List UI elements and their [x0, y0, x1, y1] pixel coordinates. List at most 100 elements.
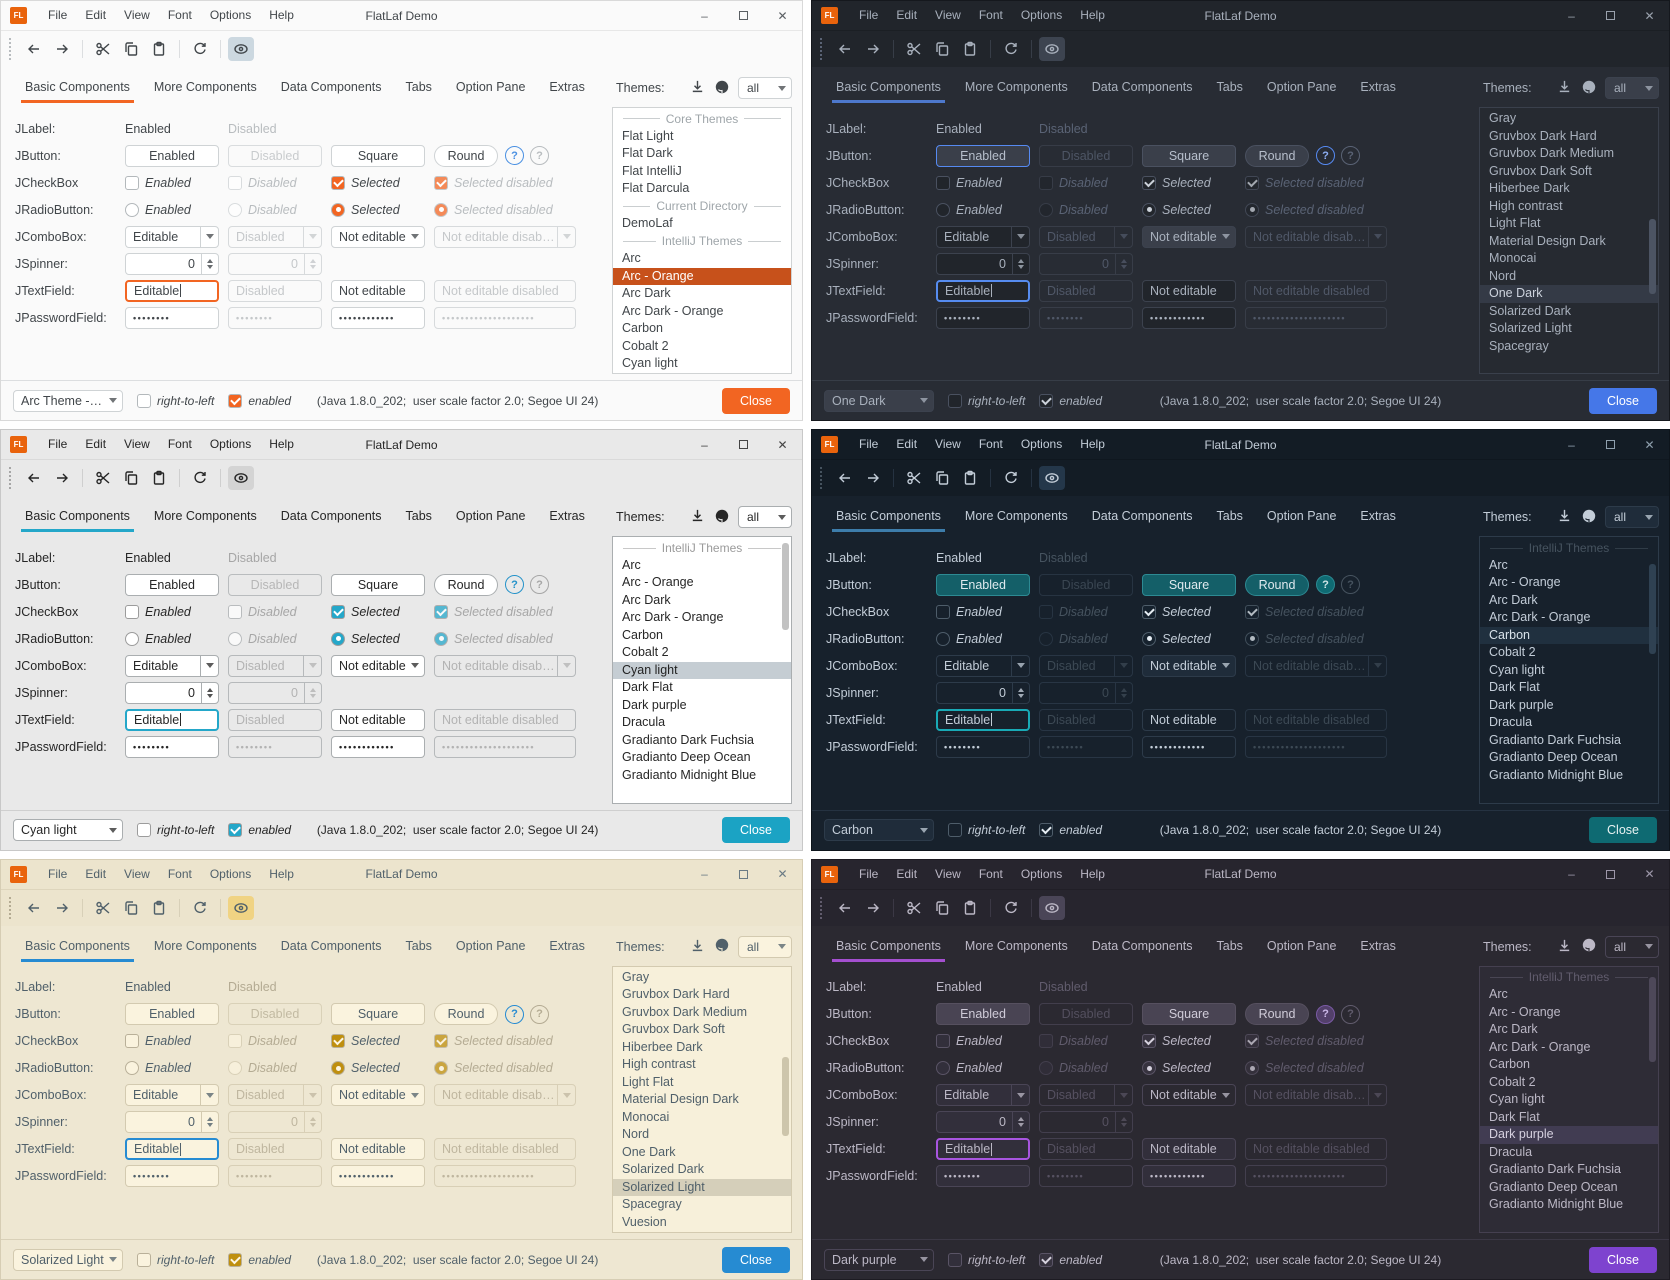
- right-to-left-checkbox[interactable]: right-to-left: [137, 393, 214, 408]
- close-window-button[interactable]: ✕: [777, 8, 788, 23]
- theme-list-item[interactable]: Dark Flat: [1489, 1109, 1540, 1124]
- textfield-editable[interactable]: Editable: [125, 1138, 219, 1161]
- theme-list-item[interactable]: Dracula: [1489, 715, 1533, 730]
- jbutton-square-button[interactable]: Square: [331, 573, 425, 596]
- themes-filter-combobox[interactable]: all: [1605, 935, 1659, 958]
- tab-data-components[interactable]: Data Components: [1091, 80, 1193, 94]
- cut-button[interactable]: [901, 466, 927, 490]
- theme-list-item[interactable]: Flat Dark: [622, 146, 673, 160]
- radio-selected[interactable]: Selected: [1142, 1061, 1211, 1076]
- theme-list-item[interactable]: Vuesion: [622, 1214, 667, 1229]
- enabled-checkbox[interactable]: enabled: [1039, 393, 1102, 408]
- right-to-left-checkbox[interactable]: right-to-left: [137, 1252, 214, 1267]
- enabled-checkbox[interactable]: enabled: [228, 393, 291, 408]
- tab-extras[interactable]: Extras: [549, 938, 585, 953]
- themes-filter-combobox[interactable]: all: [738, 77, 792, 99]
- theme-selector-combobox[interactable]: Solarized Light: [13, 1248, 123, 1271]
- menu-options[interactable]: Options: [209, 437, 252, 452]
- copy-button[interactable]: [118, 466, 144, 490]
- tab-option-pane[interactable]: Option Pane: [1266, 938, 1337, 953]
- tab-tabs[interactable]: Tabs: [1216, 80, 1243, 94]
- theme-list-item[interactable]: Dracula: [622, 715, 666, 730]
- forward-button[interactable]: [860, 896, 886, 920]
- theme-list-item[interactable]: Solarized Light: [613, 1178, 791, 1197]
- checkbox-enabled[interactable]: Enabled: [936, 604, 1002, 619]
- jbutton-round-button[interactable]: Round: [1245, 573, 1309, 596]
- paste-button[interactable]: [146, 896, 172, 920]
- radio-selected[interactable]: Selected: [1142, 202, 1211, 217]
- spinner-enabled[interactable]: 0: [125, 1111, 219, 1134]
- tab-more-components[interactable]: More Components: [964, 938, 1068, 953]
- radio-selected[interactable]: Selected: [1142, 631, 1211, 646]
- spinner-buttons[interactable]: [201, 1112, 218, 1133]
- help-button[interactable]: ?: [505, 1004, 524, 1024]
- checkbox-enabled[interactable]: Enabled: [936, 175, 1002, 190]
- back-button[interactable]: [21, 37, 47, 61]
- forward-button[interactable]: [49, 466, 75, 490]
- theme-list-item[interactable]: Arc - Orange: [622, 575, 694, 590]
- tab-more-components[interactable]: More Components: [964, 509, 1068, 524]
- combobox-editable[interactable]: Editable: [936, 654, 1030, 677]
- tab-tabs[interactable]: Tabs: [1216, 938, 1243, 953]
- menu-options[interactable]: Options: [1020, 8, 1063, 22]
- close-window-button[interactable]: ✕: [777, 437, 788, 452]
- download-theme-button[interactable]: [690, 508, 705, 526]
- checkbox-selected[interactable]: Selected: [1142, 1034, 1211, 1049]
- theme-list-item[interactable]: Arc: [1489, 557, 1508, 572]
- theme-list-item[interactable]: Nord: [622, 1127, 650, 1142]
- cut-button[interactable]: [90, 466, 116, 490]
- combobox-not-editable[interactable]: Not editable: [331, 654, 425, 677]
- refresh-button[interactable]: [187, 466, 213, 490]
- jbutton-enabled-button[interactable]: Enabled: [125, 144, 219, 167]
- theme-list-item[interactable]: Cobalt 2: [1489, 1074, 1536, 1089]
- combobox-not-editable[interactable]: Not editable: [1142, 225, 1236, 248]
- textfield-not-editable[interactable]: Not editable: [331, 279, 425, 302]
- cut-button[interactable]: [901, 37, 927, 61]
- github-button[interactable]: [714, 508, 730, 527]
- passwordfield-not-editable[interactable]: ••••••••••••: [331, 735, 425, 758]
- theme-list-scrollbar[interactable]: [782, 542, 789, 631]
- help-button[interactable]: ?: [1316, 575, 1335, 595]
- back-button[interactable]: [832, 466, 858, 490]
- right-to-left-checkbox[interactable]: right-to-left: [948, 823, 1025, 838]
- textfield-editable[interactable]: Editable: [936, 708, 1030, 731]
- jbutton-enabled-button[interactable]: Enabled: [125, 573, 219, 596]
- theme-list-item[interactable]: Gradianto Deep Ocean: [1489, 750, 1618, 765]
- tab-basic-components[interactable]: Basic Components: [15, 500, 140, 534]
- tab-option-pane[interactable]: Option Pane: [455, 509, 526, 524]
- passwordfield-enabled[interactable]: ••••••••: [125, 306, 219, 329]
- jbutton-round-button[interactable]: Round: [434, 1003, 498, 1026]
- theme-list-item[interactable]: Cyan light: [1489, 1092, 1545, 1107]
- theme-list-item[interactable]: Arc: [1489, 987, 1508, 1002]
- tab-basic-components[interactable]: Basic Components: [15, 930, 140, 964]
- menu-font[interactable]: Font: [978, 866, 1003, 881]
- theme-list-item[interactable]: Arc: [622, 557, 641, 572]
- menu-file[interactable]: File: [859, 8, 879, 22]
- theme-list-item[interactable]: Carbon: [1480, 626, 1658, 645]
- tab-option-pane[interactable]: Option Pane: [1266, 80, 1337, 94]
- radio-selected[interactable]: Selected: [331, 631, 400, 646]
- checkbox-selected[interactable]: Selected: [331, 604, 400, 619]
- spinner-enabled[interactable]: 0: [936, 252, 1030, 275]
- maximize-button[interactable]: [724, 860, 763, 889]
- tab-option-pane[interactable]: Option Pane: [1266, 509, 1337, 524]
- menu-help[interactable]: Help: [269, 866, 294, 881]
- maximize-button[interactable]: [1591, 430, 1630, 459]
- close-window-button[interactable]: ✕: [777, 867, 788, 882]
- enabled-checkbox[interactable]: enabled: [228, 823, 291, 838]
- maximize-button[interactable]: [1591, 1, 1630, 30]
- theme-list-item[interactable]: Cobalt 2: [622, 338, 669, 353]
- theme-list-item[interactable]: Cobalt 2: [622, 645, 669, 660]
- forward-button[interactable]: [860, 37, 886, 61]
- menu-edit[interactable]: Edit: [85, 437, 107, 452]
- textfield-editable[interactable]: Editable: [125, 708, 219, 731]
- menu-help[interactable]: Help: [1080, 8, 1105, 22]
- refresh-button[interactable]: [998, 37, 1024, 61]
- menu-view[interactable]: View: [935, 866, 961, 881]
- refresh-button[interactable]: [187, 37, 213, 61]
- menu-file[interactable]: File: [48, 8, 68, 22]
- tab-option-pane[interactable]: Option Pane: [455, 938, 526, 953]
- theme-list-item[interactable]: Gradianto Midnight Blue: [1489, 1197, 1624, 1212]
- tab-data-components[interactable]: Data Components: [280, 80, 382, 94]
- minimize-button[interactable]: –: [701, 437, 708, 452]
